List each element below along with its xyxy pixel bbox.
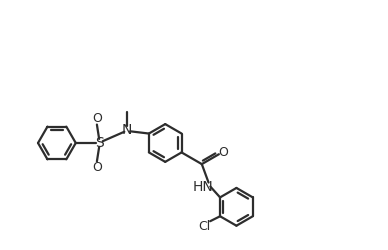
Text: N: N xyxy=(122,124,132,138)
Text: O: O xyxy=(92,112,102,125)
Text: HN: HN xyxy=(193,180,213,194)
Text: O: O xyxy=(92,161,102,174)
Text: S: S xyxy=(95,136,104,150)
Text: O: O xyxy=(218,146,228,159)
Text: Cl: Cl xyxy=(199,220,211,233)
